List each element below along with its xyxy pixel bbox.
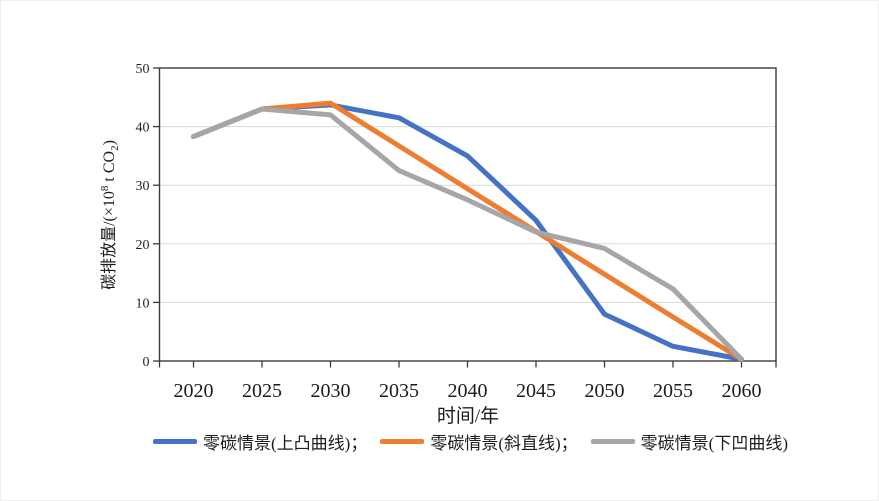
y-tick-label: 10 [136, 296, 150, 311]
legend-label: 零碳情景(斜直线)； [430, 434, 578, 453]
legend-line-gray-icon [590, 439, 635, 444]
x-axis-title: 时间/年 [437, 405, 499, 427]
x-tick-label: 2025 [242, 380, 282, 402]
series-lines [191, 100, 744, 362]
legend-item-straight: 零碳情景(斜直线)； [380, 429, 578, 454]
legend-item-concave: 零碳情景(下凹曲线) [590, 429, 788, 454]
legend-label: 零碳情景(上凸曲线)； [203, 434, 368, 453]
x-tick-label: 2040 [448, 380, 488, 402]
series-line-0 [191, 102, 744, 362]
y-tick-label: 50 [136, 62, 150, 77]
legend-item-convex: 零碳情景(上凸曲线)； [153, 429, 367, 454]
legend-line-blue-icon [153, 439, 197, 444]
x-tick-label: 2035 [379, 380, 419, 402]
x-tick-label: 2020 [174, 380, 214, 402]
y-tick-label: 40 [136, 121, 150, 136]
x-tick-label: 2050 [585, 380, 625, 402]
y-tick-label: 30 [136, 179, 150, 194]
axis-ticks [153, 67, 777, 368]
x-tick-label: 2045 [516, 380, 556, 402]
gridlines [159, 126, 776, 303]
y-axis-title: 碳排放量/(×108 t CO2) [99, 140, 121, 290]
series-line-2 [191, 106, 744, 362]
y-tick-label: 20 [136, 238, 150, 253]
x-tick-label: 2060 [722, 380, 762, 402]
y-tick-label: 0 [143, 355, 150, 370]
legend-label: 零碳情景(下凹曲线) [640, 434, 788, 453]
legend: 零碳情景(上凸曲线)； 零碳情景(斜直线)； 零碳情景(下凹曲线) [153, 429, 788, 454]
series-line-1 [191, 100, 744, 362]
x-tick-label: 2055 [653, 380, 693, 402]
x-tick-label: 2030 [311, 380, 351, 402]
legend-line-orange-icon [380, 439, 425, 444]
